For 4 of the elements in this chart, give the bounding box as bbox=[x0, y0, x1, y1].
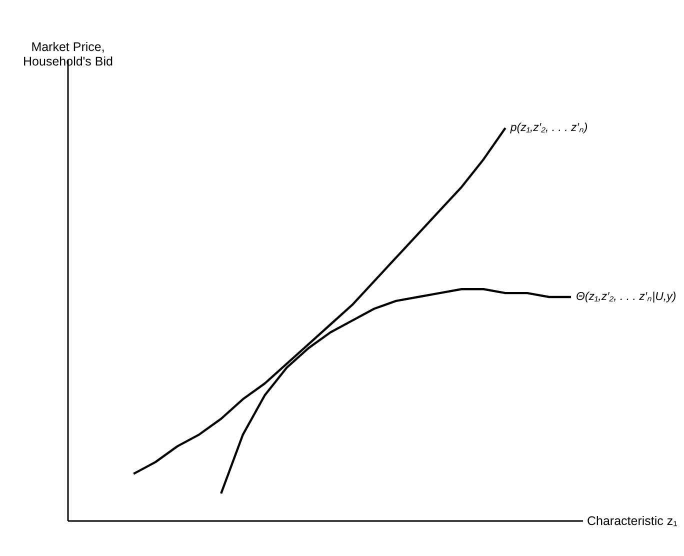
series-label: p(z₁,z′₂, . . . z′ₙ) bbox=[509, 122, 588, 134]
x-axis-title: Characteristic z₁ bbox=[587, 514, 678, 528]
y-axis-title: Market Price, Household's Bid bbox=[23, 40, 114, 68]
series-label: Θ(z₁,z′₂, . . . z′ₙ|U,y) bbox=[576, 290, 676, 303]
